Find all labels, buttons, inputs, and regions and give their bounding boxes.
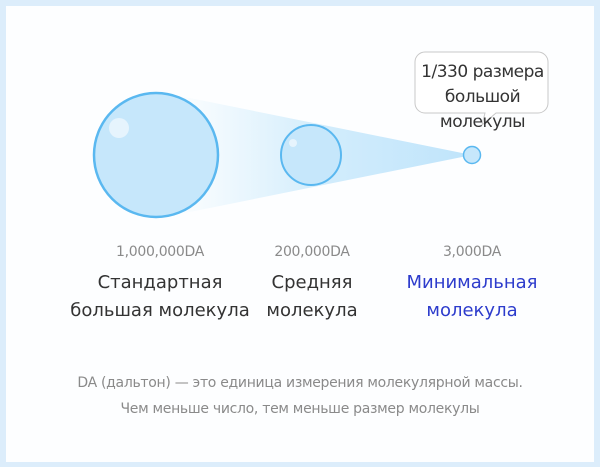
callout-text: 1/330 размера большой молекулы: [400, 60, 565, 135]
molecule-name-line-1: Средняя: [271, 272, 353, 293]
footnote: DA (дальтон) — это единица измерения мол…: [0, 370, 600, 422]
callout-line-2: большой молекулы: [439, 87, 526, 132]
molecule-name-line-1: Минимальная: [406, 272, 538, 293]
molecule-mass: 1,000,000DA: [115, 244, 205, 260]
molecule-mass: 200,000DA: [274, 244, 350, 260]
large-molecule-label: 1,000,000DA Стандартная большая молекула: [60, 240, 260, 325]
callout-bubble: [414, 51, 549, 127]
molecule-mass: 3,000DA: [442, 244, 502, 260]
large-molecule-circle: [92, 91, 220, 219]
footnote-line-2: Чем меньше число, тем меньше размер моле…: [120, 401, 480, 417]
molecule-name: Стандартная большая молекула: [60, 269, 260, 325]
molecule-name: Минимальная молекула: [372, 269, 572, 325]
footnote-line-1: DA (дальтон) — это единица измерения мол…: [77, 375, 523, 391]
molecule-name: Средняя молекула: [212, 269, 412, 325]
molecule-name-line-1: Стандартная: [97, 272, 223, 293]
molecule-name-line-2: молекула: [266, 300, 358, 321]
medium-molecule-label: 200,000DA Средняя молекула: [212, 240, 412, 325]
medium-molecule-circle: [280, 124, 342, 186]
small-molecule-label: 3,000DA Минимальная молекула: [372, 240, 572, 325]
molecule-name-line-2: молекула: [426, 300, 518, 321]
callout-line-1: 1/330 размера: [421, 62, 544, 82]
small-molecule-circle: [462, 145, 482, 165]
molecule-name-line-2: большая молекула: [70, 300, 250, 321]
